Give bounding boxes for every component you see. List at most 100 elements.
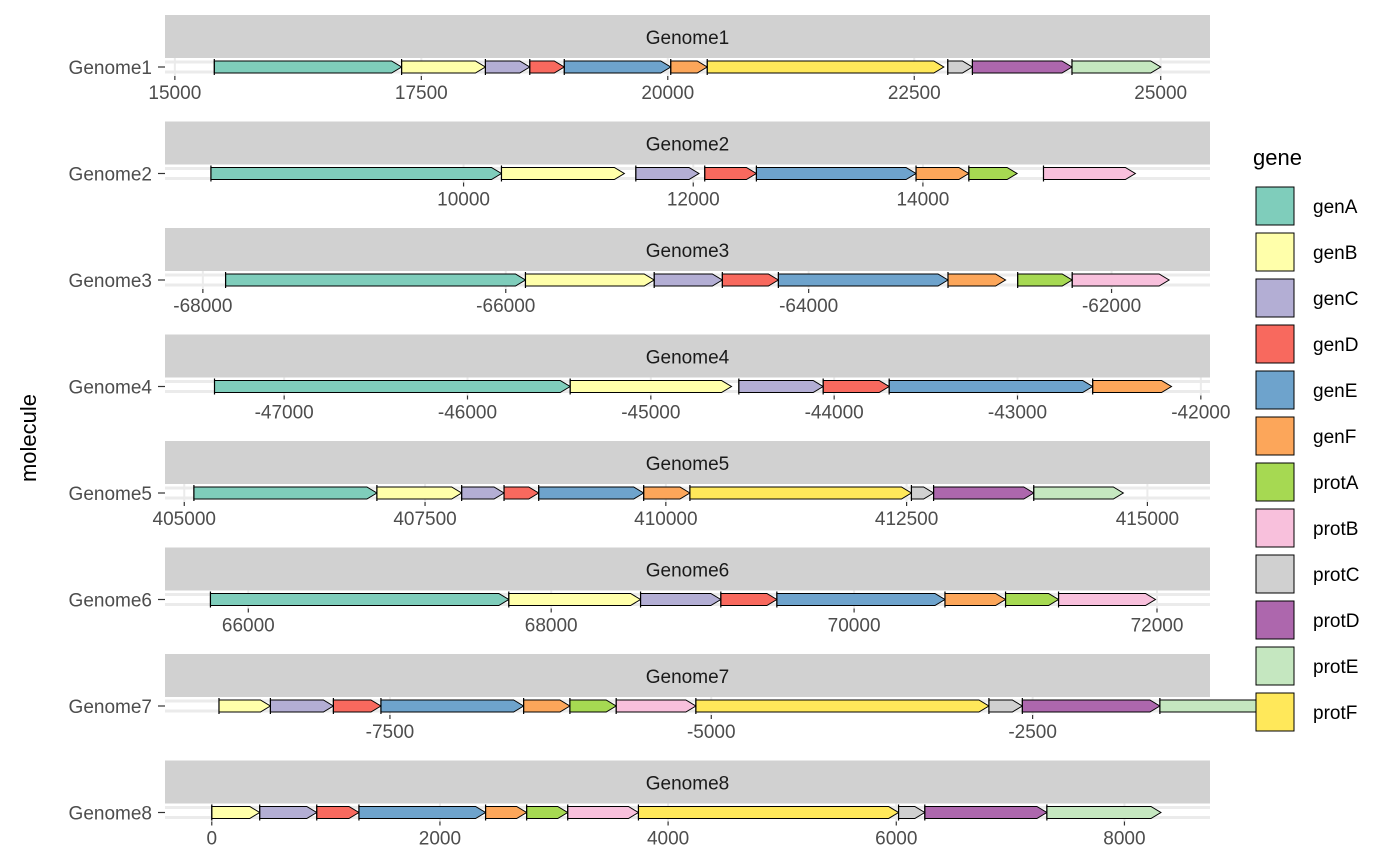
x-tick-label: 2000 [419, 829, 461, 850]
x-tick-label: -43000 [988, 403, 1047, 424]
gene-arrow-genD [721, 273, 780, 287]
panel-genome6: Genome6 Genome6 66000 68000 70000 72000 [69, 547, 1210, 637]
x-tick-label: -68000 [173, 296, 232, 317]
legend-item-protB: protB [1255, 508, 1358, 548]
gene-arrow-genE [358, 806, 487, 819]
legend-key [1255, 508, 1295, 548]
legend-label: protF [1313, 703, 1357, 724]
gene-arrow-genC [640, 593, 722, 606]
gene-arrow-genF [643, 486, 691, 500]
facet-strip-label: Genome8 [646, 774, 729, 795]
y-tick-label: Genome8 [69, 804, 152, 825]
legend-item-protC: protC [1255, 554, 1359, 594]
x-tick-label: -5000 [687, 722, 736, 743]
gene-arrow-genB [524, 273, 656, 287]
gene-arrow-genA [210, 167, 503, 180]
gene-arrow-protB [1042, 167, 1137, 180]
panel-genome3: Genome3 Genome3 -68000 -66000 -64000 -62000 [69, 228, 1210, 317]
gene-arrow-protF [689, 486, 913, 500]
facet-strip [165, 654, 1210, 697]
x-tick-label: -66000 [476, 296, 535, 317]
facet-strip [165, 228, 1210, 271]
x-tick-label: 405000 [153, 509, 216, 530]
y-tick-label: Genome6 [69, 591, 152, 612]
gene-arrow-genB [401, 60, 487, 74]
x-tick-label: 12000 [667, 190, 720, 211]
gene-arrow-protD [1021, 699, 1161, 713]
panel-genome2: Genome2 Genome2 10000 12000 14000 [69, 121, 1210, 211]
legend-title: gene [1253, 145, 1302, 170]
x-tick-label: 15000 [148, 83, 201, 104]
gene-arrow-genA [209, 593, 510, 606]
gene-arrow-protD [933, 486, 1035, 500]
gene-arrow-protA [1017, 273, 1074, 287]
legend-item-protA: protA [1255, 462, 1359, 502]
gene-arrow-genB [500, 167, 626, 180]
facet-strip-label: Genome4 [646, 348, 730, 369]
gene-arrow-genE [380, 699, 525, 713]
x-tick-label: 70000 [828, 616, 881, 637]
facet-strip [165, 547, 1210, 591]
facet-strip [165, 15, 1210, 58]
legend-label: genC [1313, 289, 1358, 310]
legend-label: protA [1313, 473, 1359, 494]
gene-arrow-genE [777, 273, 949, 287]
gene-arrow-genF [485, 806, 528, 819]
legend-key [1255, 416, 1295, 456]
x-tick-label: 10000 [437, 190, 490, 211]
legend-key [1255, 462, 1295, 502]
legend-key [1255, 646, 1295, 686]
panel-genome8: Genome8 Genome8 0 2000 4000 6000 8000 [69, 760, 1210, 850]
x-tick-label: 68000 [525, 616, 578, 637]
gene-arrow-protB [615, 699, 697, 713]
x-tick-label: 407500 [393, 509, 456, 530]
x-tick-label: -44000 [805, 403, 864, 424]
legend-label: genA [1313, 197, 1358, 218]
legend: genA genB genC genD genE genF protA protB protC p… [1255, 186, 1359, 732]
gene-arrow-protE [1046, 806, 1162, 819]
x-tick-label: -46000 [438, 403, 497, 424]
legend-key [1255, 186, 1295, 226]
x-tick-label: 6000 [875, 829, 917, 850]
gene-arrow-protD [924, 806, 1048, 819]
gene-arrow-protA [1005, 593, 1060, 606]
facet-strip-label: Genome1 [646, 28, 729, 49]
legend-label: protC [1313, 565, 1359, 586]
legend-label: genD [1313, 335, 1358, 356]
gene-arrow-genC [653, 273, 724, 287]
legend-label: protD [1313, 611, 1359, 632]
legend-label: genE [1313, 381, 1357, 402]
gene-arrow-genC [635, 167, 700, 180]
x-tick-label: 410000 [634, 509, 697, 530]
x-tick-label: 415000 [1116, 509, 1179, 530]
gene-arrow-protE [1033, 486, 1125, 500]
y-tick-label: Genome4 [69, 378, 153, 399]
x-tick-label: 0 [206, 829, 217, 850]
legend-key [1255, 324, 1295, 364]
gene-arrow-genF [1092, 380, 1173, 393]
legend-item-protF: protF [1255, 692, 1357, 732]
facet-strip [165, 760, 1210, 804]
x-tick-label: 22500 [888, 83, 941, 104]
gene-arrow-genC [269, 699, 335, 713]
gene-arrow-protA [526, 806, 569, 819]
x-tick-label: 25000 [1134, 83, 1187, 104]
x-tick-label: -2500 [1008, 722, 1057, 743]
x-tick-label: 14000 [896, 190, 949, 211]
legend-label: genB [1313, 243, 1357, 264]
gene-arrow-genE [776, 593, 946, 606]
legend-item-genA: genA [1255, 186, 1358, 226]
x-tick-label: -62000 [1082, 296, 1141, 317]
y-tick-label: Genome5 [69, 484, 152, 505]
gene-arrow-genA [213, 60, 403, 74]
legend-label: protE [1313, 657, 1358, 678]
facet-strip [165, 334, 1210, 378]
x-tick-label: -45000 [621, 403, 680, 424]
gene-arrow-genC [738, 380, 825, 393]
gene-arrow-genE [563, 60, 672, 74]
legend-label: protB [1313, 519, 1358, 540]
facet-strip [165, 441, 1210, 484]
legend-key [1255, 278, 1295, 318]
